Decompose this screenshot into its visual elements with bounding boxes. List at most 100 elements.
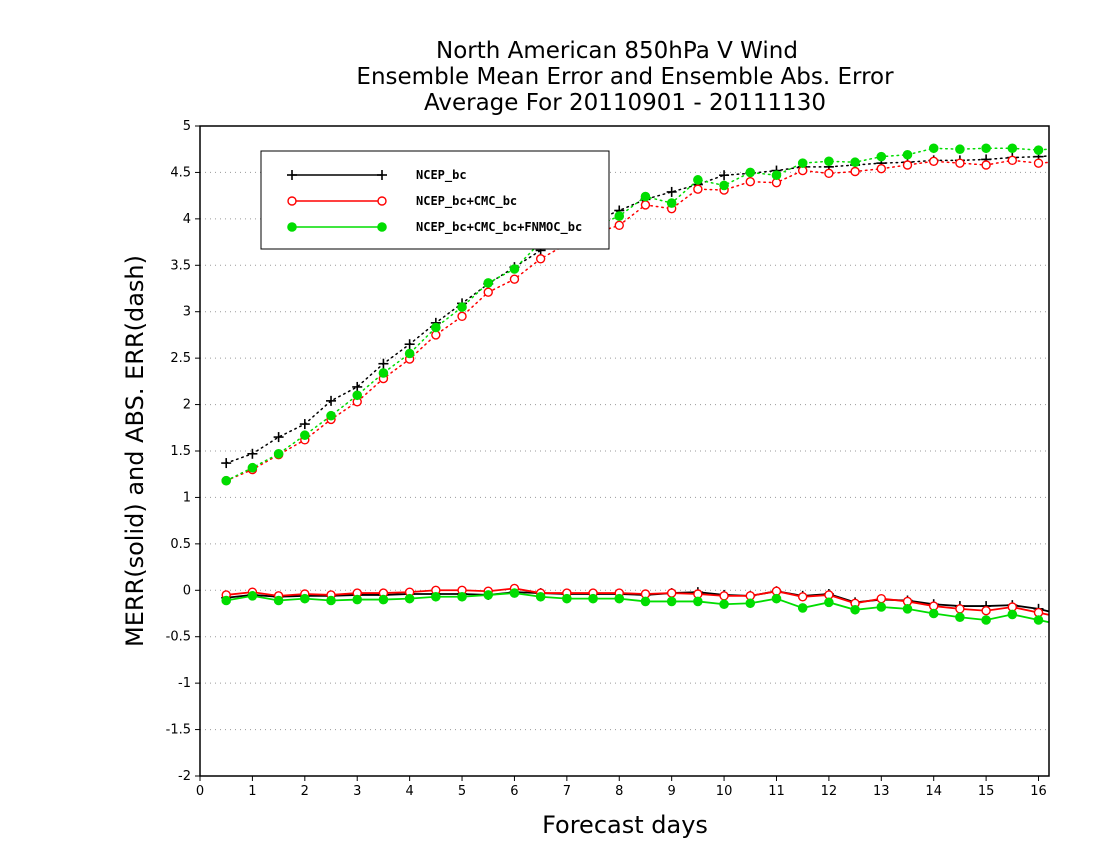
- mean-err-point-ncep-bc-cmc-bc-fnmoc-bc: [876, 602, 887, 612]
- abs-err-point-ncep-bc-cmc-bc-fnmoc-bc: [300, 430, 310, 441]
- abs-err-point-ncep-bc-cmc-bc-fnmoc-bc: [352, 390, 363, 401]
- x-tick-label: 14: [925, 784, 942, 799]
- abs-err-point-ncep-bc: [719, 170, 730, 181]
- mean-err-point-ncep-bc-cmc-bc-fnmoc-bc: [719, 599, 729, 610]
- abs-err-point-ncep-bc: [221, 458, 232, 469]
- mean-err-point-ncep-bc-cmc-bc: [666, 588, 677, 598]
- mean-err-point-ncep-bc-cmc-bc-fnmoc-bc: [352, 594, 363, 605]
- abs-err-point-ncep-bc-cmc-bc-fnmoc-bc: [1007, 143, 1018, 154]
- mean-err-point-ncep-bc: [1060, 610, 1070, 620]
- y-tick-label: -1.5: [166, 723, 191, 738]
- abs-err-point-ncep-bc-cmc-bc: [1033, 158, 1044, 168]
- gridlines: [200, 171, 1049, 731]
- x-tick-label: 6: [510, 784, 518, 799]
- mean-err-point-ncep-bc-cmc-bc-fnmoc-bc: [824, 597, 834, 608]
- x-tick-label: 11: [768, 784, 785, 799]
- abs-err-point-ncep-bc-cmc-bc-fnmoc-bc: [850, 157, 860, 168]
- mean-err-point-ncep-bc-cmc-bc-fnmoc-bc: [247, 591, 258, 601]
- legend-label-ncep-bc-cmc-bc-fnmoc-bc: NCEP_bc+CMC_bc+FNMOC_bc: [416, 220, 582, 235]
- abs-err-point-ncep-bc-cmc-bc: [614, 220, 624, 231]
- abs-err-point-ncep-bc-cmc-bc: [902, 160, 913, 170]
- mean-err-point-ncep-bc-cmc-bc-fnmoc-bc: [797, 603, 808, 613]
- abs-err-point-ncep-bc-cmc-bc-fnmoc-bc: [1033, 145, 1044, 155]
- mean-err-point-ncep-bc-cmc-bc-fnmoc-bc: [404, 593, 415, 604]
- mean-err-point-ncep-bc-cmc-bc-fnmoc-bc: [1007, 609, 1018, 620]
- abs-err-point-ncep-bc-cmc-bc: [483, 287, 493, 297]
- abs-err-point-ncep-bc-cmc-bc-fnmoc-bc: [693, 175, 703, 185]
- abs-err-point-ncep-bc-cmc-bc-fnmoc-bc: [797, 158, 808, 168]
- abs-err-point-ncep-bc-cmc-bc-fnmoc-bc: [719, 180, 729, 191]
- x-tick-label: 5: [458, 784, 466, 799]
- abs-err-point-ncep-bc-cmc-bc-fnmoc-bc: [483, 278, 494, 288]
- legend-label-ncep-bc-cmc-bc: NCEP_bc+CMC_bc: [416, 194, 517, 209]
- x-tick-label: 15: [978, 784, 995, 799]
- y-tick-label: 1.5: [170, 444, 191, 459]
- mean-err-point-ncep-bc-cmc-bc-fnmoc-bc: [850, 604, 860, 615]
- y-tick-label: -1: [178, 676, 191, 691]
- series-layer: [221, 143, 1070, 625]
- mean-err-point-ncep-bc-cmc-bc-fnmoc-bc: [273, 595, 284, 606]
- mean-err-point-ncep-bc-cmc-bc-fnmoc-bc: [666, 596, 677, 607]
- legend-marker-ncep-bc-cmc-bc-fnmoc-bc: [287, 222, 297, 232]
- mean-err-point-ncep-bc-cmc-bc-fnmoc-bc: [693, 596, 703, 607]
- abs-err-point-ncep-bc-cmc-bc-fnmoc-bc: [928, 143, 939, 154]
- mean-err-point-ncep-bc-cmc-bc-fnmoc-bc: [955, 612, 965, 623]
- abs-err-line-ncep-bc: [225, 155, 1049, 464]
- legend-label-ncep-bc: NCEP_bc: [416, 168, 467, 183]
- mean-err-point-ncep-bc-cmc-bc-fnmoc-bc: [509, 588, 520, 598]
- abs-err-point-ncep-bc-cmc-bc-fnmoc-bc: [666, 198, 677, 208]
- y-tick-label: 4: [183, 212, 191, 227]
- abs-err-point-ncep-bc-cmc-bc-fnmoc-bc: [431, 322, 441, 333]
- y-tick-label: 0.5: [170, 537, 191, 552]
- x-tick-label: 8: [615, 784, 623, 799]
- abs-err-point-ncep-bc-cmc-bc: [955, 158, 965, 168]
- abs-err-point-ncep-bc-cmc-bc: [457, 311, 467, 322]
- abs-err-point-ncep-bc-cmc-bc-fnmoc-bc: [640, 191, 651, 202]
- mean-err-point-ncep-bc-cmc-bc-fnmoc-bc: [588, 593, 598, 604]
- mean-err-point-ncep-bc-cmc-bc-fnmoc-bc: [483, 590, 494, 600]
- abs-err-point-ncep-bc-cmc-bc: [745, 177, 755, 187]
- x-tick-label: 7: [563, 784, 571, 799]
- mean-err-point-ncep-bc-cmc-bc-fnmoc-bc: [640, 596, 651, 607]
- abs-err-point-ncep-bc: [378, 358, 389, 369]
- abs-err-point-ncep-bc-cmc-bc: [509, 274, 520, 284]
- abs-err-point-ncep-bc: [326, 395, 337, 406]
- abs-err-point-ncep-bc-cmc-bc: [824, 168, 834, 179]
- abs-err-point-ncep-bc-cmc-bc-fnmoc-bc: [378, 368, 389, 378]
- abs-err-point-ncep-bc-cmc-bc-fnmoc-bc: [1060, 143, 1069, 152]
- abs-err-point-ncep-bc-cmc-bc-fnmoc-bc: [221, 475, 232, 486]
- mean-err-point-ncep-bc-cmc-bc-fnmoc-bc: [535, 591, 546, 602]
- abs-err-point-ncep-bc: [666, 186, 677, 197]
- abs-err-point-ncep-bc-cmc-bc-fnmoc-bc: [955, 144, 965, 155]
- abs-err-point-ncep-bc-cmc-bc: [1007, 155, 1018, 166]
- abs-err-point-ncep-bc-cmc-bc: [876, 164, 886, 174]
- abs-err-point-ncep-bc-cmc-bc-fnmoc-bc: [824, 156, 834, 167]
- y-tick-label: 5: [183, 119, 191, 134]
- abs-err-point-ncep-bc: [404, 339, 415, 350]
- x-axis-label: Forecast days: [542, 811, 708, 839]
- x-tick-label: 9: [668, 784, 676, 799]
- abs-err-point-ncep-bc-cmc-bc: [535, 254, 546, 264]
- abs-err-point-ncep-bc-cmc-bc-fnmoc-bc: [247, 462, 258, 473]
- x-tick-label: 16: [1030, 784, 1047, 799]
- mean-err-point-ncep-bc-cmc-bc-fnmoc-bc: [300, 593, 310, 604]
- y-tick-label: -0.5: [166, 630, 191, 645]
- mean-err-point-ncep-bc-cmc-bc: [1061, 614, 1069, 622]
- mean-err-point-ncep-bc-cmc-bc-fnmoc-bc: [928, 608, 939, 619]
- mean-err-point-ncep-bc-cmc-bc-fnmoc-bc: [431, 591, 441, 602]
- y-tick-label: 2: [183, 398, 191, 413]
- mean-err-point-ncep-bc-cmc-bc-fnmoc-bc: [902, 604, 913, 614]
- abs-err-point-ncep-bc-cmc-bc: [1061, 157, 1069, 165]
- mean-err-point-ncep-bc-cmc-bc-fnmoc-bc: [745, 598, 756, 609]
- x-tick-label: 0: [196, 784, 204, 799]
- x-tick-label: 12: [821, 784, 838, 799]
- y-tick-label: 1: [183, 490, 191, 505]
- abs-err-point-ncep-bc: [1060, 150, 1070, 160]
- y-tick-label: -2: [178, 769, 191, 784]
- axis-ticks: 54.543.532.521.510.50-0.5-1-1.5-20 1 2 3 4 5 6…: [166, 119, 1047, 799]
- legend-marker-ncep-bc-cmc-bc-fnmoc-bc: [377, 222, 387, 232]
- legend-marker-ncep-bc: [377, 170, 387, 180]
- legend-marker-ncep-bc-cmc-bc: [287, 196, 297, 206]
- x-tick-label: 4: [405, 784, 413, 799]
